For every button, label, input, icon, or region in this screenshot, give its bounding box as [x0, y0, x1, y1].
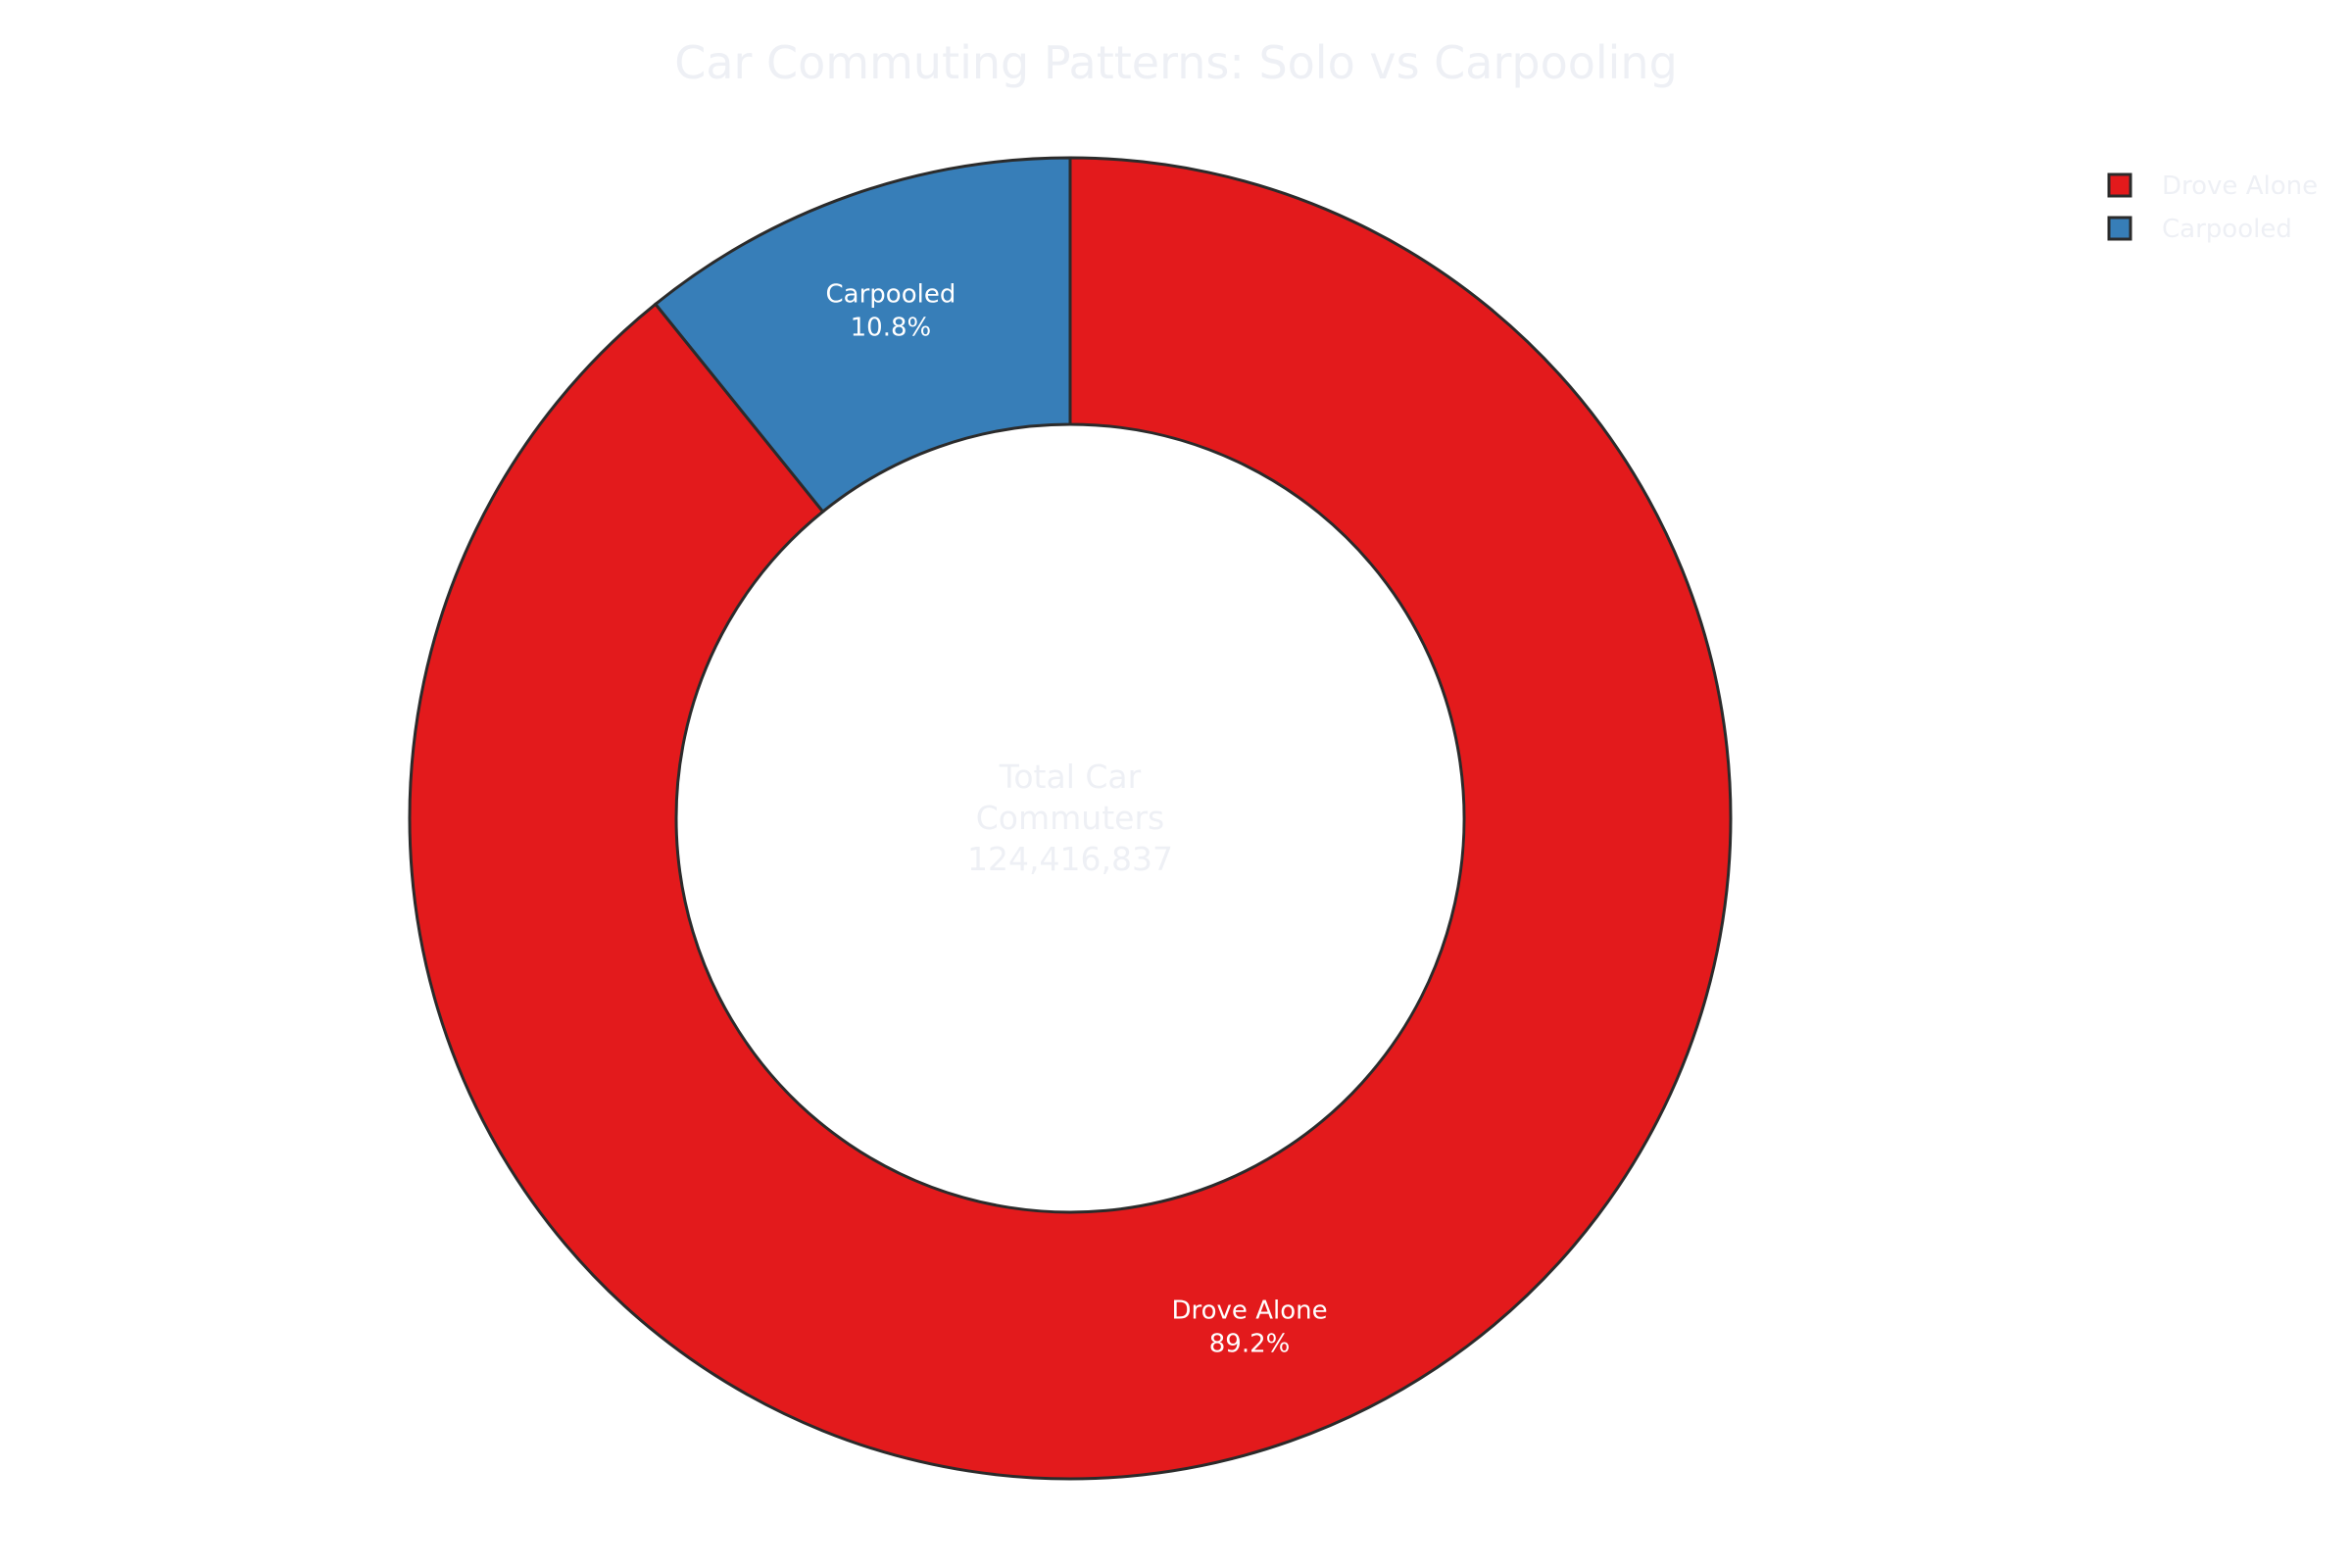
- legend-label-carpooled[interactable]: Carpooled: [2162, 215, 2292, 244]
- slice-drove-alone[interactable]: [408, 156, 1733, 1481]
- legend-swatch-drove-alone[interactable]: [2107, 172, 2132, 198]
- center-label-line-2: Commuters: [976, 799, 1164, 837]
- center-annotation: Total Car Commuters 124,416,837: [967, 758, 1173, 878]
- chart-title: Car Commuting Patterns: Solo vs Carpooli…: [674, 36, 1678, 89]
- slice-carpooled[interactable]: [653, 156, 1072, 514]
- slice-labels: Drove Alone 89.2% Carpooled 10.8%: [826, 279, 1328, 1358]
- legend-swatch-carpooled[interactable]: [2107, 216, 2132, 241]
- legend: Drove Alone Carpooled: [2107, 172, 2318, 244]
- legend-label-drove-alone[interactable]: Drove Alone: [2162, 172, 2318, 201]
- center-label-line-1: Total Car: [999, 758, 1142, 796]
- donut-slices: [408, 156, 1733, 1481]
- center-label-line-3: 124,416,837: [967, 840, 1173, 878]
- slice-label-carpooled: Carpooled 10.8%: [826, 279, 956, 342]
- slice-label-drove-alone: Drove Alone 89.2%: [1172, 1297, 1328, 1359]
